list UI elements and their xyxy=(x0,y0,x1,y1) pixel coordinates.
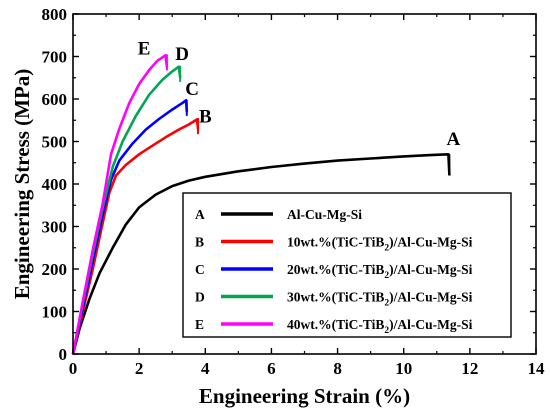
legend-entry-A: A Al-Cu-Mg-Si xyxy=(195,207,362,222)
y-tick-label: 0 xyxy=(59,345,68,364)
legend-key: E xyxy=(195,317,204,332)
x-tick-label: 14 xyxy=(528,359,546,378)
y-axis-title: Engineering Stress (MPa) xyxy=(10,69,34,300)
y-tick-label: 100 xyxy=(42,303,68,322)
legend-key: B xyxy=(195,235,204,250)
legend-key: A xyxy=(195,207,205,222)
curve-label-A: A xyxy=(446,129,460,150)
legend-label: 30wt.%(TiC-TiB2)/Al-Cu-Mg-Si xyxy=(287,290,473,309)
y-tick-label: 500 xyxy=(42,133,68,152)
legend-box xyxy=(182,192,512,338)
curve-labels-layer: A BCD E xyxy=(138,38,461,150)
x-tick-label: 2 xyxy=(135,359,144,378)
x-tick-label: 12 xyxy=(461,359,478,378)
legend-entry-C: C 20wt.%(TiC-TiB2)/Al-Cu-Mg-Si xyxy=(195,262,473,281)
curves-layer xyxy=(71,53,451,355)
curve-label-C: C xyxy=(185,79,199,100)
x-tick-label: 6 xyxy=(267,359,276,378)
curve-label-E: E xyxy=(138,38,151,59)
y-tick-label: 800 xyxy=(42,5,68,24)
legend: A Al-Cu-Mg-Si B 10wt.%(TiC-TiB2)/Al-Cu-Mg-S… xyxy=(182,192,512,338)
legend-key: D xyxy=(195,290,205,305)
y-tick-label: 200 xyxy=(42,260,68,279)
series-line-B xyxy=(71,118,200,355)
legend-label: Al-Cu-Mg-Si xyxy=(287,207,362,222)
curve-label-D: D xyxy=(175,44,189,65)
x-tick-label: 4 xyxy=(201,359,210,378)
series-line-C xyxy=(71,99,189,355)
x-tick-label: 10 xyxy=(395,359,412,378)
legend-key: C xyxy=(195,262,205,277)
curve-label-B: B xyxy=(199,106,212,127)
legend-entry-E: E 40wt.%(TiC-TiB2)/Al-Cu-Mg-Si xyxy=(195,317,473,336)
series-line-E xyxy=(71,53,169,355)
x-axis-title: Engineering Strain (%) xyxy=(199,384,410,408)
legend-label: 40wt.%(TiC-TiB2)/Al-Cu-Mg-Si xyxy=(287,317,473,336)
legend-label: 10wt.%(TiC-TiB2)/Al-Cu-Mg-Si xyxy=(287,235,473,254)
legend-label: 20wt.%(TiC-TiB2)/Al-Cu-Mg-Si xyxy=(287,262,473,281)
ticks-layer: 0 2 4 6 8 10 12 14 0 100 200 300 400 500 600 700 800 xyxy=(42,5,546,378)
series-line-A xyxy=(71,153,451,355)
x-tick-label: 0 xyxy=(69,359,78,378)
y-tick-label: 400 xyxy=(42,175,68,194)
legend-entry-D: D 30wt.%(TiC-TiB2)/Al-Cu-Mg-Si xyxy=(195,290,473,309)
y-tick-label: 700 xyxy=(42,48,68,67)
y-tick-label: 300 xyxy=(42,218,68,237)
x-tick-label: 8 xyxy=(333,359,342,378)
y-tick-label: 600 xyxy=(42,90,68,109)
legend-entry-B: B 10wt.%(TiC-TiB2)/Al-Cu-Mg-Si xyxy=(195,235,473,254)
